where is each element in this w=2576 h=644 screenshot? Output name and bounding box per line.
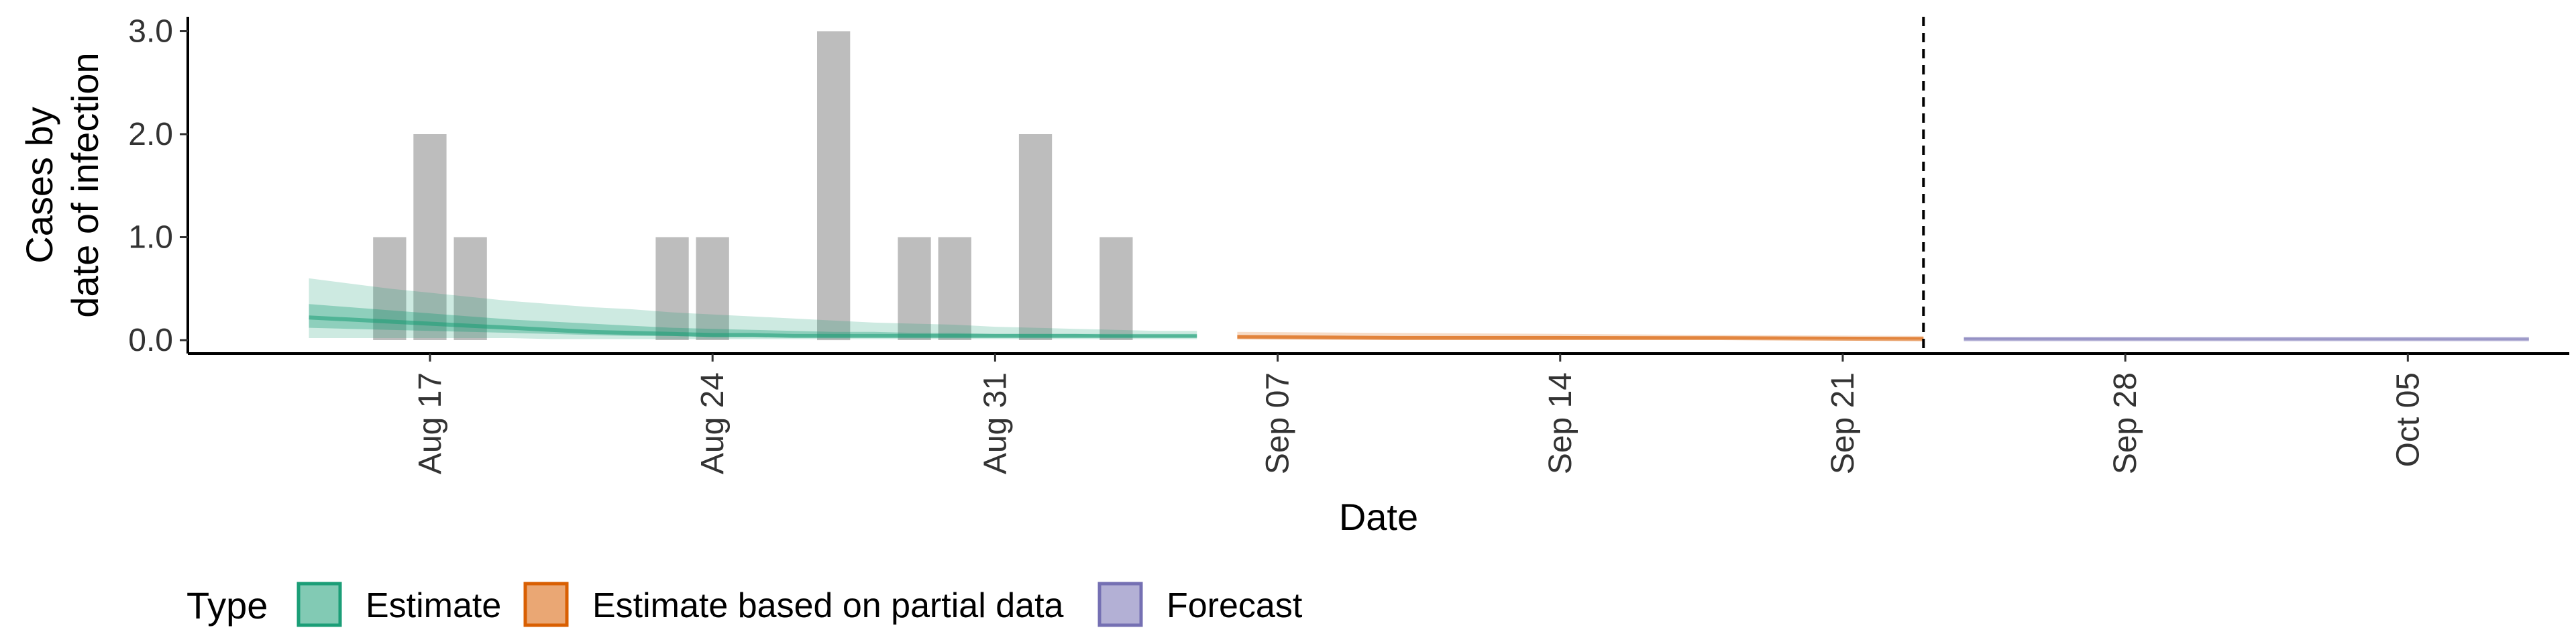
legend-label-1: Estimate based on partial data (592, 586, 1064, 625)
x-tick-label: Aug 17 (413, 372, 448, 474)
estimate-median-line (309, 315, 1197, 338)
y-tick-label: 3.0 (128, 13, 173, 49)
x-tick-label: Oct 05 (2390, 372, 2426, 467)
observed-case-bar-7 (938, 237, 971, 340)
estimate-based-on-partial-data-median-line (1237, 335, 1924, 341)
legend-key-2 (1097, 582, 1143, 627)
observed-case-bar-6 (898, 237, 931, 340)
x-tick-label: Sep 07 (1260, 372, 1296, 474)
observed-case-bar-8 (1018, 134, 1053, 340)
y-tick-label: 0.0 (128, 323, 173, 358)
observed-case-bar-4 (696, 237, 729, 340)
y-tick-label: 2.0 (128, 117, 173, 152)
legend-key-0 (297, 582, 342, 627)
estimate-ribbon-90 (309, 278, 1197, 339)
legend: Type Estimate Estimate based on partial da… (186, 582, 1303, 627)
axes: 0.0 1.0 2.0 3.0 Aug 17 Aug 24 Aug 31 Sep 07 Sep … (18, 13, 2569, 538)
x-axis-title: Date (1339, 496, 1418, 538)
legend-label-0: Estimate (366, 586, 501, 625)
y-tick-label: 1.0 (128, 220, 173, 256)
y-axis-title-line-2: date of infection (64, 52, 106, 317)
legend-label-2: Forecast (1167, 586, 1303, 625)
observed-case-bar-3 (655, 237, 689, 340)
plot-area (309, 17, 2529, 354)
observed-case-bar-1 (413, 134, 447, 340)
x-tick-label: Sep 21 (1825, 372, 1861, 474)
observed-case-bar-5 (817, 31, 851, 341)
y-axis-title-line-1: Cases by (18, 107, 60, 263)
x-tick-label: Aug 31 (977, 372, 1013, 474)
legend-key-1 (523, 582, 569, 627)
x-tick-label: Sep 28 (2108, 372, 2143, 474)
observed-case-bar-2 (453, 237, 487, 340)
observed-case-bar-9 (1099, 237, 1133, 340)
legend-title: Type (186, 584, 268, 627)
x-tick-label: Aug 24 (695, 372, 731, 474)
x-tick-label: Sep 14 (1543, 372, 1578, 474)
